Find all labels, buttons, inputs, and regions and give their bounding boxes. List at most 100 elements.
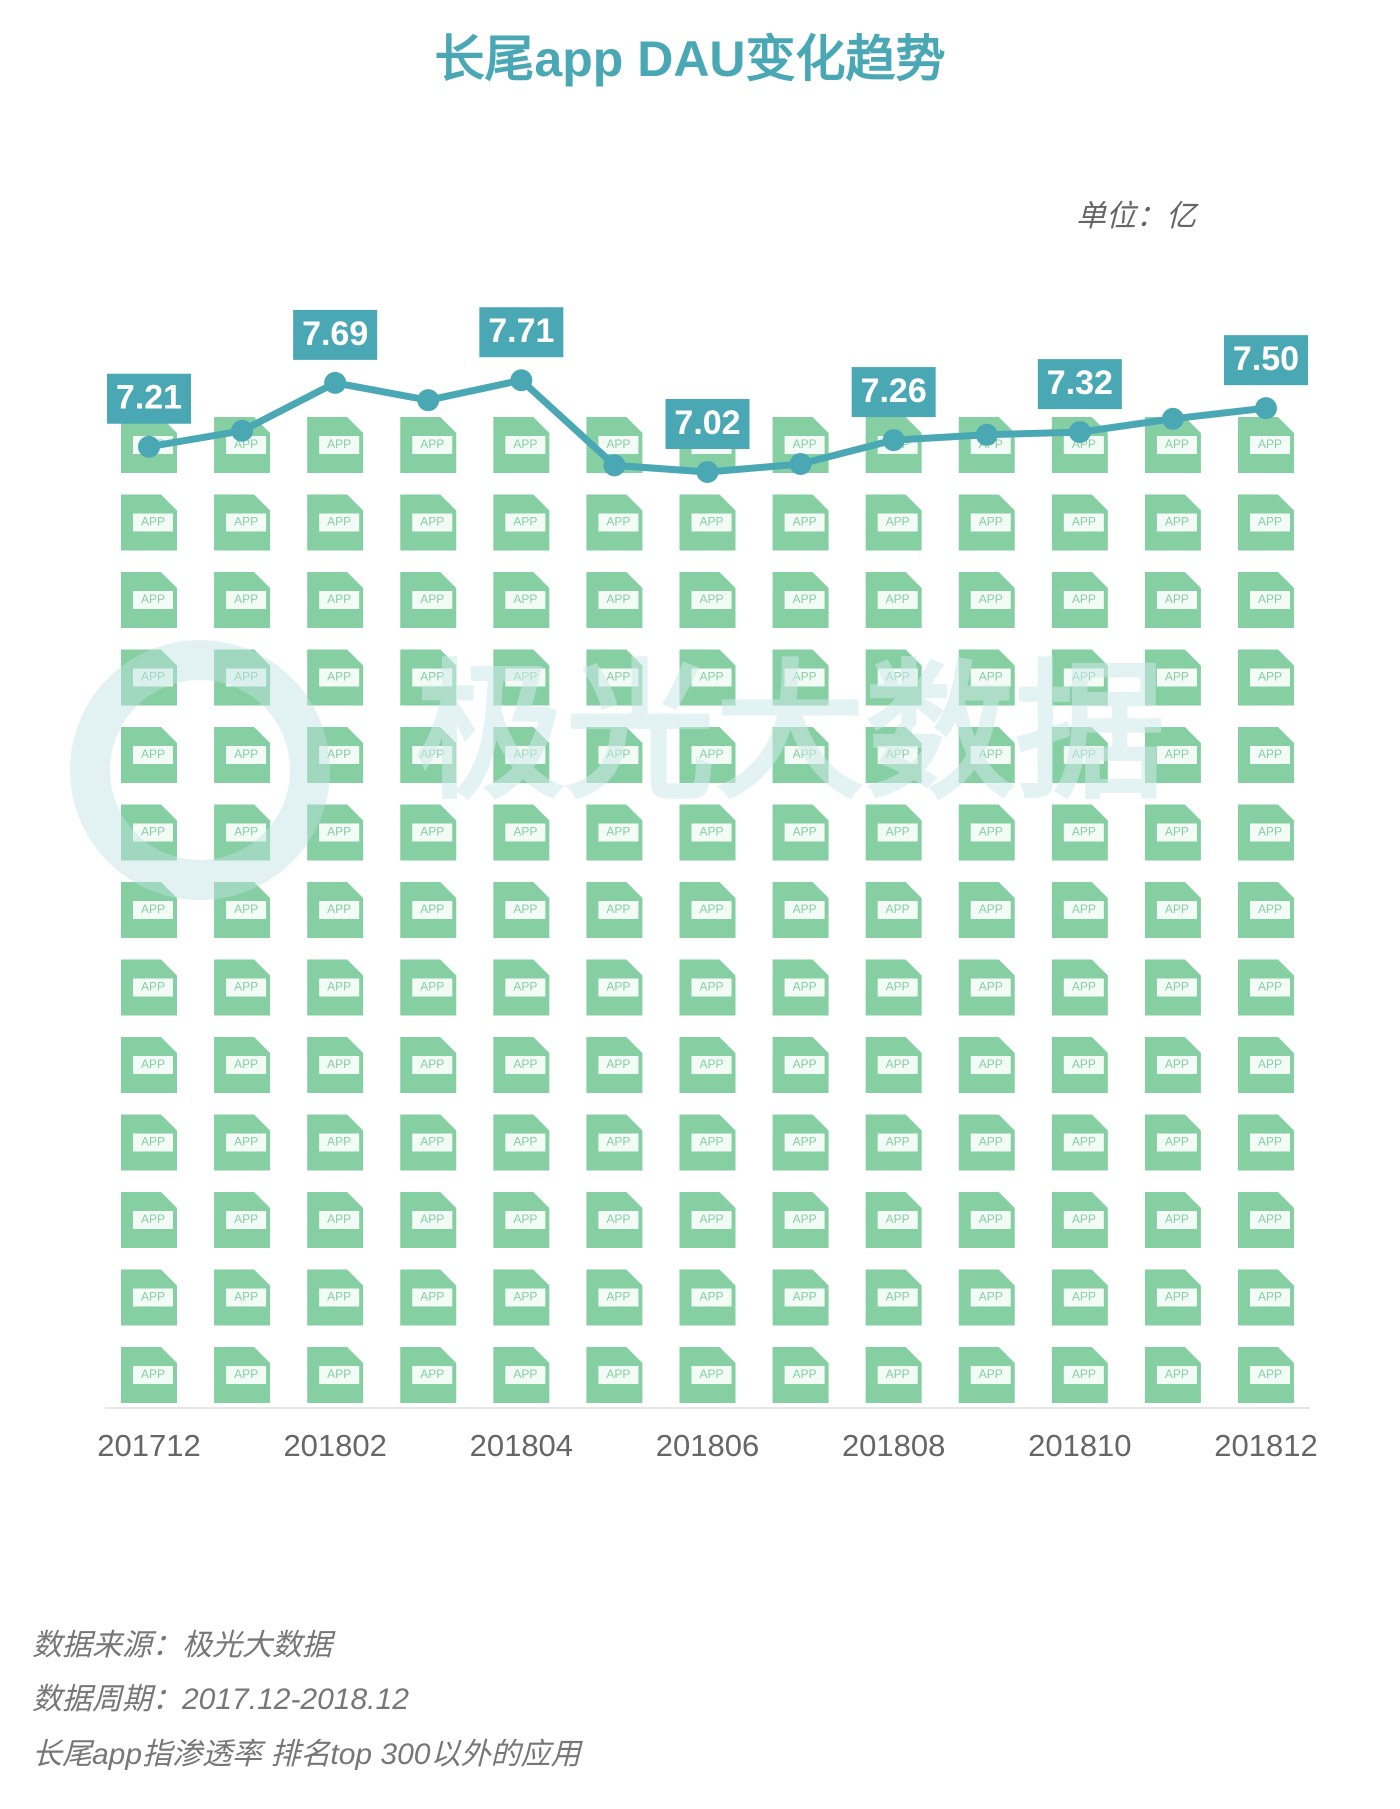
icon-label: APP — [141, 747, 165, 761]
icon-badge — [1250, 978, 1290, 997]
app-icon: APP — [1051, 1269, 1108, 1326]
app-icon: APP — [958, 649, 1015, 706]
app-icon: APP — [586, 649, 643, 706]
app-icon: APP — [214, 804, 271, 861]
icon-label: APP — [886, 747, 910, 761]
icon-label: APP — [234, 980, 258, 994]
icon-badge — [970, 591, 1011, 609]
app-icon: APP — [121, 727, 177, 783]
icon-label: APP — [1258, 1057, 1282, 1071]
icon-label: APP — [1072, 670, 1096, 684]
icon-label: APP — [141, 1135, 165, 1149]
icon-badge — [784, 436, 825, 454]
app-icon: APP — [307, 1347, 364, 1403]
icon-badge — [133, 823, 173, 842]
icon-badge — [319, 746, 360, 764]
icon-badge — [1156, 746, 1197, 764]
icon-badge — [877, 901, 918, 919]
icon-badge — [1156, 668, 1197, 687]
x-tick-label: 201804 — [470, 1428, 573, 1463]
icon-badge — [226, 746, 267, 764]
icon-label: APP — [699, 1290, 723, 1304]
icon-badge — [505, 1133, 546, 1152]
chart-title: 长尾app DAU变化趋势 — [434, 31, 945, 87]
app-icon: APP — [493, 882, 550, 938]
icon-badge — [691, 1366, 732, 1384]
icon-badge — [133, 668, 173, 687]
icon-label: APP — [979, 825, 1003, 839]
icon-badge — [877, 1133, 918, 1152]
icon-label: APP — [606, 437, 630, 451]
app-icon: APP — [121, 1269, 177, 1326]
icon-badge — [133, 1133, 173, 1152]
icon-badge — [1250, 746, 1290, 764]
icon-badge — [133, 978, 173, 997]
icon-label: APP — [606, 592, 630, 606]
app-icon: APP — [214, 1269, 271, 1326]
icon-label: APP — [699, 902, 723, 916]
icon-label: APP — [234, 1212, 258, 1226]
icon-label: APP — [1072, 1135, 1096, 1149]
icon-label: APP — [420, 980, 444, 994]
icon-badge — [226, 823, 267, 842]
icon-badge — [133, 1056, 173, 1074]
icon-label: APP — [141, 1367, 165, 1381]
app-icon: APP — [307, 1269, 364, 1326]
icon-badge — [412, 668, 453, 687]
icon-label: APP — [327, 1290, 351, 1304]
app-icon: APP — [493, 1269, 550, 1326]
app-icon: APP — [958, 1037, 1015, 1093]
icon-badge — [505, 1056, 546, 1074]
icon-label: APP — [327, 515, 351, 529]
icon-label: APP — [513, 1057, 537, 1071]
icon-badge — [412, 1366, 453, 1384]
value-label-box — [665, 399, 750, 449]
app-icon: APP — [679, 1037, 736, 1093]
app-icon: APP — [679, 572, 736, 628]
app-icon: APP — [214, 1192, 271, 1248]
icon-label: APP — [513, 1367, 537, 1381]
icon-badge — [1250, 1288, 1290, 1307]
app-icon: APP — [121, 882, 177, 938]
icon-badge — [226, 668, 267, 687]
app-icon: APP — [214, 1037, 271, 1093]
icon-label: APP — [513, 1212, 537, 1226]
icon-badge — [877, 1288, 918, 1307]
icon-badge — [319, 668, 360, 687]
icon-badge — [970, 668, 1011, 687]
point — [789, 453, 812, 476]
icon-label: APP — [1072, 902, 1096, 916]
app-icon: APP — [214, 572, 271, 628]
point — [1068, 421, 1091, 444]
app-icon: APP — [679, 804, 736, 861]
app-icon: APP — [586, 1192, 643, 1248]
icon-badge — [877, 1366, 918, 1384]
app-icon: APP — [772, 1192, 829, 1248]
app-icon: APP — [400, 804, 457, 861]
icon-label: APP — [1258, 515, 1282, 529]
app-icon: APP — [493, 959, 550, 1016]
icon-label: APP — [420, 437, 444, 451]
app-icon: APP — [865, 572, 922, 628]
app-icon: APP — [493, 1347, 550, 1403]
app-icon: APP — [214, 494, 271, 551]
value-label: 7.32 — [1047, 364, 1113, 402]
icon-badge — [412, 591, 453, 609]
icon-label: APP — [513, 825, 537, 839]
icon-label: APP — [1165, 825, 1189, 839]
icon-badge — [1250, 591, 1290, 609]
icon-label: APP — [141, 515, 165, 529]
icon-badge — [877, 746, 918, 764]
app-icon: APP — [400, 649, 457, 706]
app-icon: APP — [865, 959, 922, 1016]
icon-badge — [412, 436, 453, 454]
icon-badge — [1156, 1056, 1197, 1074]
app-icon: APP — [400, 727, 457, 783]
icon-badge — [691, 1211, 732, 1229]
icon-label: APP — [327, 825, 351, 839]
app-icon: APP — [958, 804, 1015, 861]
icon-label: APP — [699, 592, 723, 606]
icon-label: APP — [886, 1212, 910, 1226]
icon-badge — [784, 978, 825, 997]
app-icon: APP — [1051, 882, 1108, 938]
